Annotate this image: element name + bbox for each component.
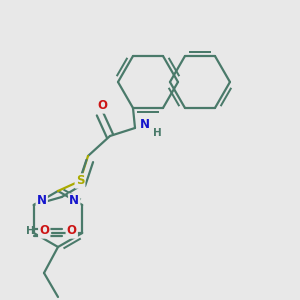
Text: O: O: [39, 224, 49, 238]
Text: H: H: [153, 128, 161, 138]
Text: N: N: [37, 194, 47, 208]
Text: N: N: [140, 118, 150, 131]
Text: H: H: [26, 226, 34, 236]
Text: S: S: [76, 175, 84, 188]
Text: N: N: [69, 194, 79, 208]
Text: O: O: [67, 224, 77, 238]
Text: O: O: [97, 100, 107, 112]
